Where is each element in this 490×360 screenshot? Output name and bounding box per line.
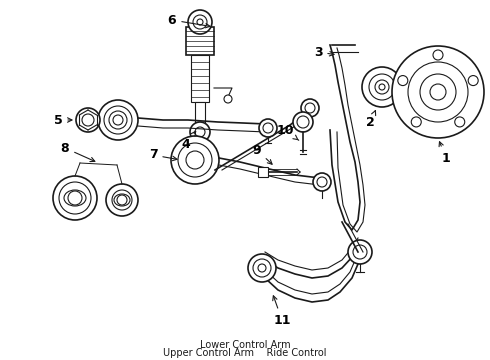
Circle shape [313,173,331,191]
Circle shape [305,103,315,113]
Circle shape [411,117,421,127]
Circle shape [253,259,271,277]
Circle shape [106,184,138,216]
Circle shape [113,115,123,125]
Circle shape [197,19,203,25]
Circle shape [178,143,212,177]
Circle shape [468,76,478,86]
Text: 9: 9 [253,144,272,164]
Circle shape [104,106,132,134]
Circle shape [248,254,276,282]
Circle shape [375,80,389,94]
Circle shape [195,127,205,137]
Bar [195,102,205,130]
Text: 5: 5 [53,113,72,126]
Circle shape [53,176,97,220]
Bar [191,55,209,102]
Circle shape [293,112,313,132]
Circle shape [408,62,468,122]
Circle shape [258,264,266,272]
Circle shape [59,182,91,214]
Circle shape [109,111,127,129]
Circle shape [398,76,408,86]
Text: Upper Control Arm    Ride Control: Upper Control Arm Ride Control [163,348,327,358]
Text: 3: 3 [314,45,334,58]
Circle shape [259,119,277,137]
Ellipse shape [114,194,130,206]
Circle shape [117,195,127,205]
Text: 2: 2 [366,111,376,130]
Circle shape [301,99,319,117]
Text: 11: 11 [273,296,291,327]
Circle shape [348,240,372,264]
Circle shape [224,95,232,103]
Circle shape [317,177,327,187]
Circle shape [263,123,273,133]
Circle shape [353,245,367,259]
Circle shape [392,46,484,138]
Text: Lower Control Arm: Lower Control Arm [200,340,290,350]
Circle shape [369,74,395,100]
Circle shape [362,67,402,107]
Circle shape [193,15,207,29]
Circle shape [112,190,132,210]
Circle shape [82,114,94,126]
Ellipse shape [64,190,86,206]
Text: 1: 1 [439,142,450,165]
Text: 10: 10 [276,123,299,140]
Text: 4: 4 [182,131,196,152]
Circle shape [190,122,210,142]
Bar [186,27,214,55]
Circle shape [455,117,465,127]
Circle shape [420,74,456,110]
Circle shape [98,100,138,140]
Circle shape [433,50,443,60]
Bar [258,167,268,177]
Text: 8: 8 [61,141,95,162]
Circle shape [186,151,204,169]
Circle shape [430,84,446,100]
Text: 7: 7 [148,148,177,162]
Circle shape [76,108,100,132]
Text: 6: 6 [168,13,210,28]
Circle shape [171,136,219,184]
Circle shape [68,191,82,205]
Circle shape [297,116,309,128]
Circle shape [188,10,212,34]
Circle shape [379,84,385,90]
